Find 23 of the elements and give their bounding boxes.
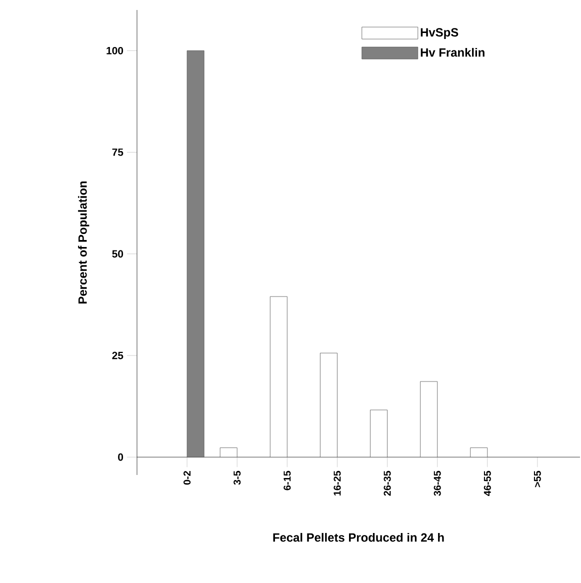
x-tick-label: 6-15 <box>284 470 291 490</box>
bar <box>420 381 438 458</box>
y-tick-label: 25 <box>112 352 124 360</box>
bar <box>220 448 238 458</box>
x-tick-label: 26-35 <box>384 470 391 496</box>
x-tick-label: 46-55 <box>484 470 491 496</box>
y-tick-label: 75 <box>112 148 124 156</box>
bar <box>370 410 388 458</box>
x-tick-label: 3-5 <box>234 470 241 485</box>
bar <box>470 448 488 458</box>
x-tick-label: >55 <box>534 470 541 488</box>
legend-label: HvSpS <box>420 28 458 39</box>
x-tick-label: 0-2 <box>184 471 191 485</box>
y-tick-label: 50 <box>112 250 124 258</box>
y-tick-label: 0 <box>118 453 124 461</box>
y-tick-label: 100 <box>106 46 124 54</box>
x-tick-label: 36-45 <box>434 470 441 496</box>
bar <box>270 296 288 458</box>
bar <box>320 352 338 458</box>
legend-label: Hv Franklin <box>420 48 484 57</box>
x-tick-label: 16-25 <box>334 470 341 496</box>
x-axis-title: Fecal Pellets Produced in 24 h <box>273 532 444 542</box>
y-axis-title: Percent of Population <box>78 181 90 304</box>
